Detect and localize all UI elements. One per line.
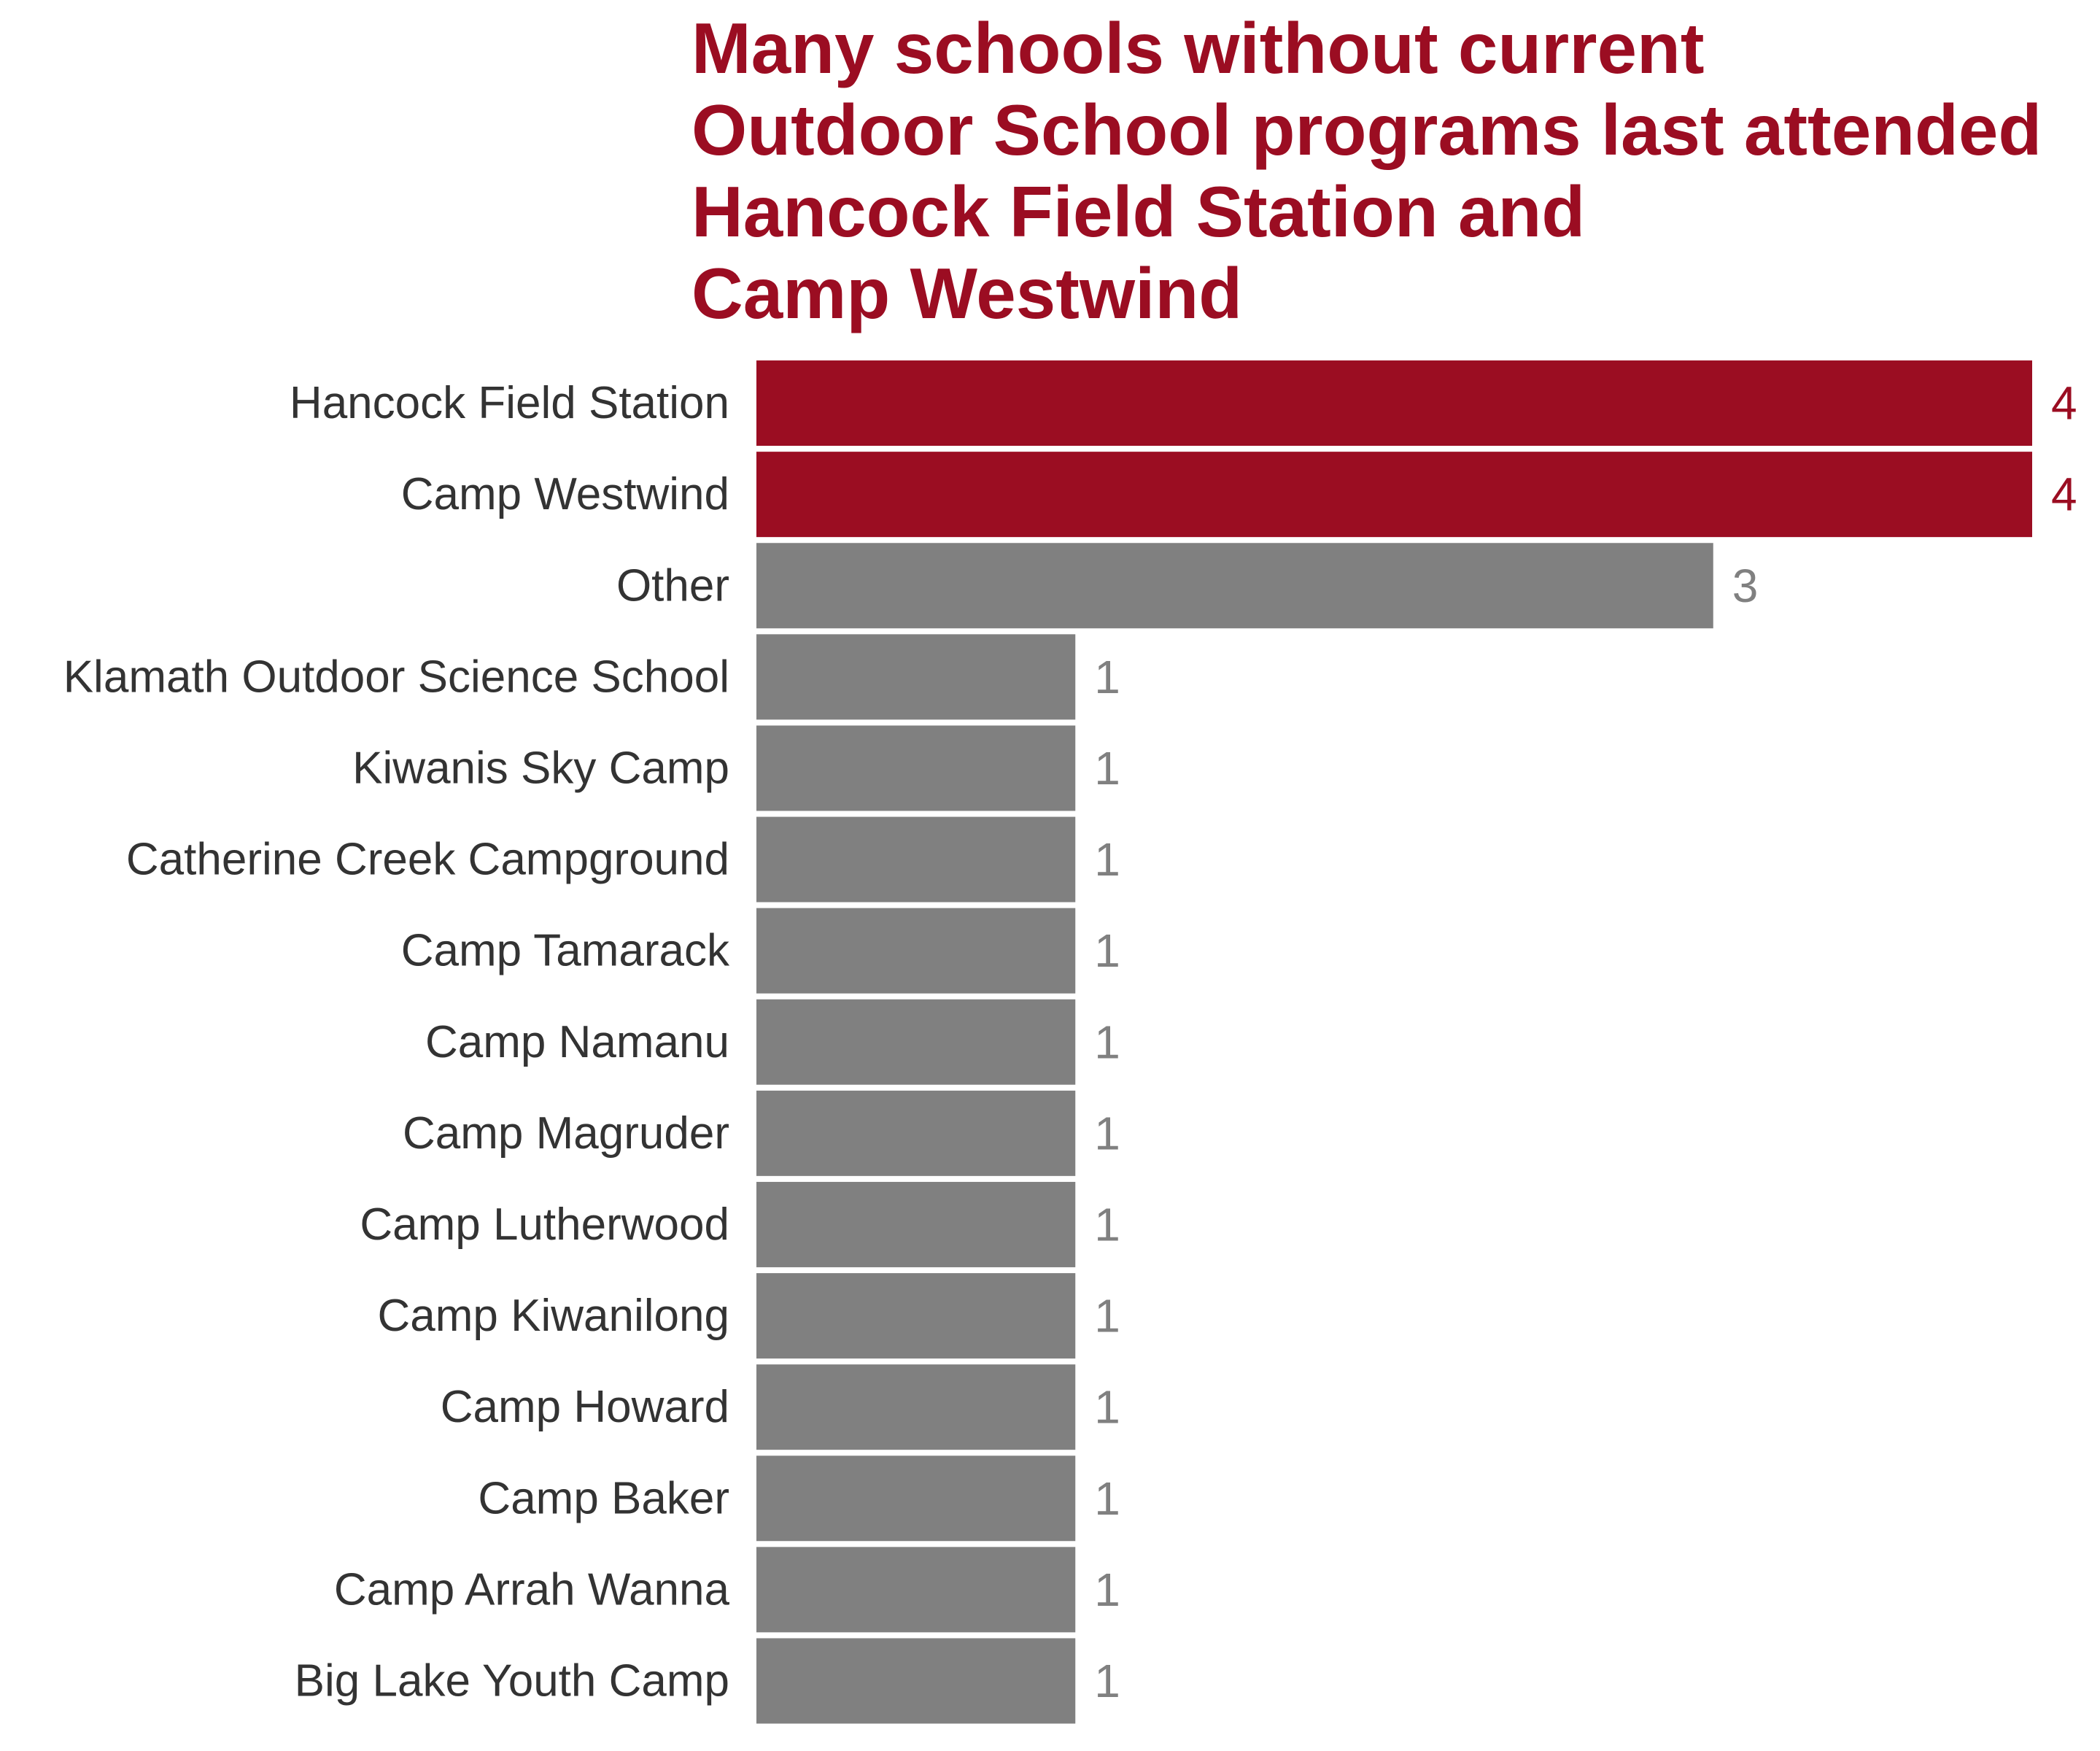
value-label-12: 1 — [1094, 1472, 1120, 1525]
bar-1 — [756, 452, 2032, 538]
value-label-2: 3 — [1732, 560, 1759, 612]
category-label-4: Kiwanis Sky Camp — [352, 743, 729, 793]
bar-14 — [756, 1638, 1076, 1724]
category-label-14: Big Lake Youth Camp — [295, 1655, 729, 1706]
category-labels: Hancock Field Station Camp Westwind Other K… — [63, 378, 730, 1706]
bar-3 — [756, 634, 1076, 720]
bar-8 — [756, 1090, 1076, 1176]
value-label-13: 1 — [1094, 1563, 1120, 1616]
bar-11 — [756, 1364, 1076, 1450]
value-label-0: 4 — [2051, 377, 2077, 430]
chart-title-line-2: Outdoor School programs last attended — [691, 90, 2042, 170]
category-label-6: Camp Tamarack — [401, 926, 730, 976]
bar-2 — [756, 543, 1713, 629]
category-label-3: Klamath Outdoor Science School — [63, 652, 729, 702]
bar-6 — [756, 908, 1076, 994]
value-label-6: 1 — [1094, 924, 1120, 977]
category-label-7: Camp Namanu — [425, 1017, 729, 1067]
category-label-5: Catherine Creek Campground — [126, 835, 729, 885]
bar-10 — [756, 1273, 1076, 1359]
bar-13 — [756, 1547, 1076, 1633]
value-label-3: 1 — [1094, 651, 1120, 703]
value-label-1: 4 — [2051, 468, 2077, 521]
category-label-1: Camp Westwind — [401, 469, 729, 519]
value-label-14: 1 — [1094, 1655, 1120, 1707]
chart-title: Many schools without current Outdoor Sch… — [691, 7, 2077, 334]
category-label-9: Camp Lutherwood — [360, 1199, 729, 1250]
bar-5 — [756, 816, 1076, 902]
value-labels: 4 4 3 1 1 1 1 1 1 1 1 1 1 1 1 — [1094, 377, 2077, 1707]
value-label-9: 1 — [1094, 1198, 1120, 1251]
chart-title-line-1: Many schools without current — [691, 8, 1705, 88]
category-label-2: Other — [616, 560, 729, 611]
bar-12 — [756, 1456, 1076, 1542]
value-label-5: 1 — [1094, 833, 1120, 886]
bar-0 — [756, 360, 2032, 447]
chart-title-line-4: Camp Westwind — [691, 253, 1243, 333]
chart-title-line-3: Hancock Field Station and — [691, 171, 1586, 252]
category-label-13: Camp Arrah Wanna — [334, 1564, 730, 1615]
bars-layer — [756, 360, 2032, 1724]
category-label-8: Camp Magruder — [403, 1108, 729, 1159]
bar-7 — [756, 999, 1076, 1085]
category-label-0: Hancock Field Station — [290, 378, 729, 428]
category-label-12: Camp Baker — [478, 1473, 729, 1523]
value-label-8: 1 — [1094, 1107, 1120, 1159]
bar-9 — [756, 1181, 1076, 1267]
category-label-10: Camp Kiwanilong — [378, 1291, 729, 1341]
bar-4 — [756, 725, 1076, 811]
value-label-10: 1 — [1094, 1290, 1120, 1342]
value-label-7: 1 — [1094, 1016, 1120, 1068]
value-label-11: 1 — [1094, 1381, 1120, 1434]
value-label-4: 1 — [1094, 742, 1120, 795]
category-label-11: Camp Howard — [441, 1382, 729, 1432]
